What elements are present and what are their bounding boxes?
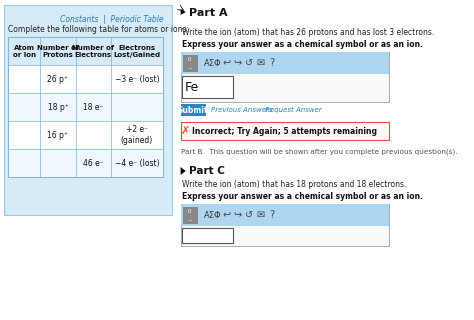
Text: ?: ? — [269, 210, 274, 220]
Text: Request Answer: Request Answer — [264, 107, 321, 113]
FancyBboxPatch shape — [181, 204, 389, 226]
FancyBboxPatch shape — [183, 55, 197, 71]
Text: Express your answer as a chemical symbol or as an ion.: Express your answer as a chemical symbol… — [182, 192, 423, 201]
Text: Write the ion (atom) that has 26 protons and has lost 3 electrons.: Write the ion (atom) that has 26 protons… — [182, 28, 435, 37]
Text: ↪: ↪ — [234, 210, 242, 220]
Text: Electrons
Lost/Gained: Electrons Lost/Gained — [113, 44, 161, 58]
Text: ?: ? — [269, 58, 274, 68]
FancyBboxPatch shape — [182, 76, 233, 98]
Text: ↺: ↺ — [246, 210, 254, 220]
FancyBboxPatch shape — [181, 204, 389, 246]
Text: ✗: ✗ — [181, 126, 191, 136]
Text: AΣΦ: AΣΦ — [204, 59, 222, 68]
Text: 16 p⁺: 16 p⁺ — [47, 131, 68, 140]
FancyBboxPatch shape — [4, 5, 172, 215]
Text: +2 e⁻
(gained): +2 e⁻ (gained) — [121, 125, 153, 145]
FancyBboxPatch shape — [182, 228, 233, 243]
Text: 46 e⁻: 46 e⁻ — [83, 158, 104, 167]
Text: Express your answer as a chemical symbol or as an ion.: Express your answer as a chemical symbol… — [182, 40, 423, 49]
Polygon shape — [181, 167, 186, 175]
FancyBboxPatch shape — [9, 121, 163, 149]
Text: ✉: ✉ — [256, 210, 264, 220]
Text: −4 e⁻ (lost): −4 e⁻ (lost) — [115, 158, 159, 167]
Text: Previous Answers: Previous Answers — [211, 107, 273, 113]
Text: 0
_: 0 _ — [188, 209, 191, 221]
Text: Complete the following table for atoms or ions:: Complete the following table for atoms o… — [9, 25, 190, 34]
Text: ↺: ↺ — [246, 58, 254, 68]
Text: 18 e⁻: 18 e⁻ — [83, 102, 103, 111]
Text: AΣΦ: AΣΦ — [204, 211, 222, 220]
Text: Fe: Fe — [185, 81, 199, 93]
Text: −3 e⁻ (lost): −3 e⁻ (lost) — [115, 75, 159, 84]
Text: Atom
or Ion: Atom or Ion — [13, 44, 36, 58]
Text: Part C: Part C — [189, 166, 225, 176]
Text: Part B   This question will be shown after you complete previous question(s).: Part B This question will be shown after… — [181, 148, 457, 155]
Text: ↪: ↪ — [234, 58, 242, 68]
Text: Submit: Submit — [178, 106, 209, 115]
FancyBboxPatch shape — [181, 52, 389, 102]
Text: Number of
Electrons: Number of Electrons — [72, 44, 114, 58]
FancyBboxPatch shape — [181, 122, 389, 140]
FancyBboxPatch shape — [9, 65, 163, 93]
FancyBboxPatch shape — [9, 149, 163, 177]
Polygon shape — [181, 9, 186, 15]
Text: Constants  |  Periodic Table: Constants | Periodic Table — [60, 15, 164, 24]
Text: ✉: ✉ — [256, 58, 264, 68]
FancyBboxPatch shape — [9, 93, 163, 121]
Text: Part A: Part A — [189, 8, 228, 18]
Text: Incorrect; Try Again; 5 attempts remaining: Incorrect; Try Again; 5 attempts remaini… — [192, 126, 377, 135]
FancyBboxPatch shape — [183, 207, 197, 223]
Text: Write the ion (atom) that has 18 protons and 18 electrons.: Write the ion (atom) that has 18 protons… — [182, 180, 407, 189]
Text: ↩: ↩ — [223, 210, 231, 220]
FancyBboxPatch shape — [181, 104, 206, 116]
Text: 26 p⁺: 26 p⁺ — [47, 75, 68, 84]
Text: 0
_: 0 _ — [188, 57, 191, 69]
Text: Number of
Protons: Number of Protons — [37, 44, 79, 58]
Text: ↩: ↩ — [223, 58, 231, 68]
FancyBboxPatch shape — [181, 52, 389, 74]
Text: 18 p⁺: 18 p⁺ — [47, 102, 68, 111]
